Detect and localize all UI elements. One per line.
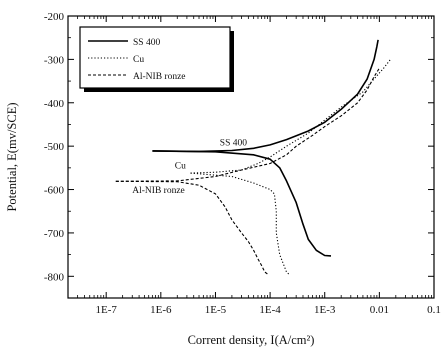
y-tick-label: -400	[44, 98, 65, 110]
legend-label-alnib: Al-NIB ronze	[133, 72, 186, 82]
curve-annotation: SS 400	[220, 138, 247, 148]
x-tick-label: 1E-6	[150, 304, 172, 316]
series-layer	[115, 39, 391, 275]
y-tick-label: -300	[44, 54, 65, 66]
series-cu-cathodic-line	[190, 172, 290, 275]
series-al-nib-ronze-cathodic-line	[115, 180, 268, 275]
legend: SS 400 Cu Al-NIB ronze	[79, 26, 234, 92]
y-axis-title: Potential, E(mv/SCE)	[5, 102, 19, 211]
x-tick-label: 1E-5	[205, 304, 227, 316]
x-axis-title: Corrent density, I(A/cm²)	[188, 333, 315, 347]
annotation-layer: SS 400 Cu Al-NIB ronze	[132, 138, 247, 196]
y-tick-label: -800	[44, 271, 65, 283]
series-al-nib-ronze-anodic-line	[115, 67, 380, 182]
y-tick-label: -500	[44, 141, 65, 153]
legend-label-cu: Cu	[133, 55, 144, 65]
y-tick-label: -600	[44, 185, 65, 197]
x-tick-label: 0.1	[427, 304, 441, 316]
x-tick-label: 1E-3	[314, 304, 336, 316]
x-tick-label: 1E-4	[259, 304, 281, 316]
y-tick-label: -700	[44, 228, 65, 240]
ticks-layer: 1E-7 1E-6 1E-5 1E-4 1E-3 0.01 0.1 -200 -300 -400 -…	[44, 11, 441, 316]
series-ss-400-cathodic-line	[152, 150, 332, 257]
x-tick-label: 0.01	[370, 304, 389, 316]
y-tick-label: -200	[44, 11, 65, 23]
x-tick-label: 1E-7	[95, 304, 117, 316]
curve-annotation: Al-NIB ronze	[132, 186, 185, 196]
curve-annotation: Cu	[175, 162, 186, 172]
legend-label-ss400: SS 400	[133, 38, 160, 48]
